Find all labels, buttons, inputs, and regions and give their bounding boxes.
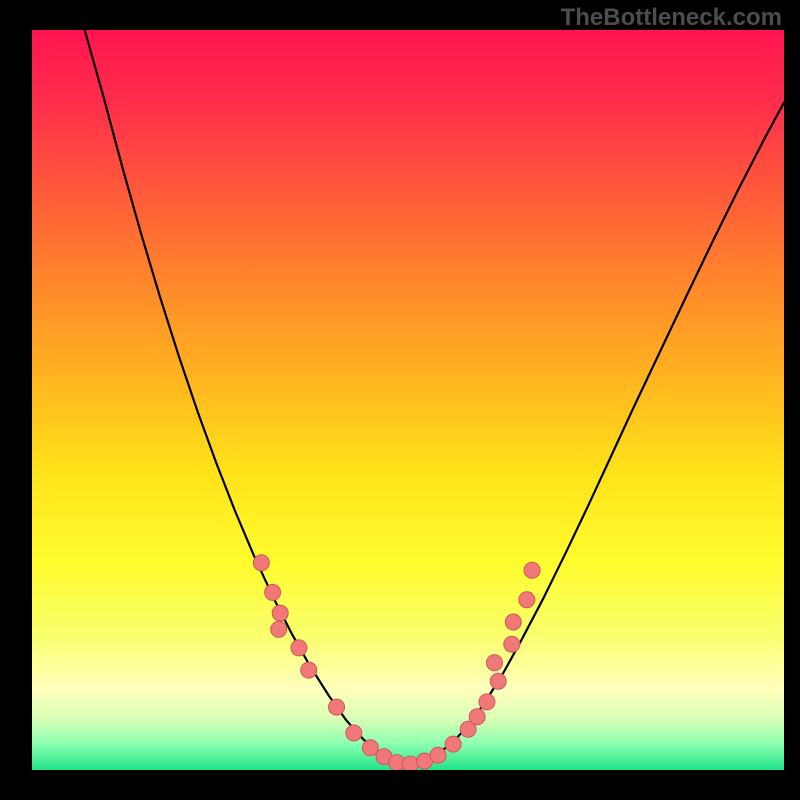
data-marker (291, 640, 307, 656)
bottleneck-chart: TheBottleneck.com (0, 0, 800, 800)
data-marker (271, 621, 287, 637)
data-marker (445, 736, 461, 752)
plot-area (32, 30, 784, 770)
curve-layer (32, 30, 784, 770)
data-marker (301, 662, 317, 678)
data-marker (479, 694, 495, 710)
data-marker (402, 756, 418, 770)
data-marker (486, 655, 502, 671)
data-marker (524, 562, 540, 578)
data-marker (265, 584, 281, 600)
watermark-text: TheBottleneck.com (561, 4, 782, 32)
data-marker (504, 636, 520, 652)
data-marker (272, 605, 288, 621)
data-marker (505, 614, 521, 630)
data-marker (346, 725, 362, 741)
data-marker (490, 673, 506, 689)
data-marker (253, 555, 269, 571)
data-marker (430, 747, 446, 763)
data-marker (519, 592, 535, 608)
marker-group (253, 555, 540, 770)
bottleneck-curve (85, 30, 784, 763)
data-marker (329, 699, 345, 715)
data-marker (362, 740, 378, 756)
data-marker (469, 709, 485, 725)
